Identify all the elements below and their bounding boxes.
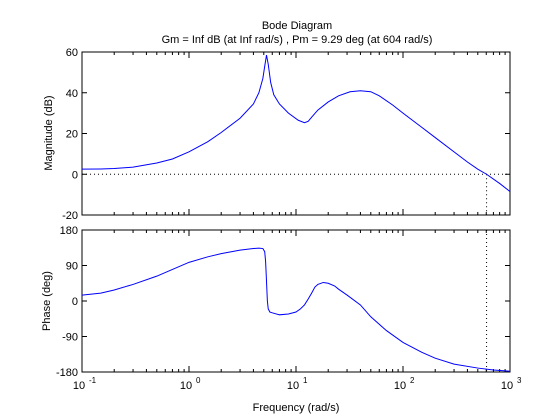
- frequency-xlabel: Frequency (rad/s): [253, 402, 340, 414]
- figure-title: Bode Diagram: [262, 20, 332, 32]
- magnitude-axes: -20 0 20 40 60 Magnitude (dB): [43, 47, 511, 222]
- phase-x-tick-exponent: 2: [410, 376, 415, 385]
- phase-y-tick-label: 90: [66, 261, 78, 273]
- phase-ylabel: Phase (deg): [41, 271, 53, 331]
- magnitude-y-tick-label: 40: [66, 88, 78, 100]
- phase-x-tick-label: 10: [180, 380, 192, 392]
- phase-x-tick-exponent: 3: [517, 376, 522, 385]
- phase-y-tick-label: -180: [56, 367, 78, 379]
- phase-y-tick-label: 180: [60, 225, 78, 237]
- phase-x-tick-label: 10: [73, 380, 85, 392]
- phase-x-tick-label: 10: [287, 380, 299, 392]
- phase-x-tick-exponent: 0: [196, 376, 201, 385]
- phase-y-tick-label: -90: [62, 332, 78, 344]
- phase-series-line: [81, 247, 511, 372]
- magnitude-ticks: -20 0 20 40 60: [62, 47, 511, 222]
- magnitude-plot-area: [81, 51, 511, 216]
- phase-plot-area: [81, 229, 511, 373]
- phase-axes: 10 -1 10 0 10 1 10 2 10 3 -180 -90 0 90 180 Phase (deg…: [41, 225, 522, 392]
- figure-subtitle: Gm = Inf dB (at Inf rad/s) , Pm = 9.29 d…: [162, 34, 433, 46]
- phase-x-tick-label: 10: [394, 380, 406, 392]
- phase-x-tick-exponent: -1: [89, 376, 97, 385]
- magnitude-y-tick-label: -20: [62, 210, 78, 222]
- magnitude-series-line: [81, 54, 511, 192]
- magnitude-ylabel: Magnitude (dB): [43, 95, 55, 170]
- phase-x-tick-exponent: 1: [303, 376, 308, 385]
- phase-x-tick-label: 10: [501, 380, 513, 392]
- phase-y-tick-label: 0: [72, 296, 78, 308]
- magnitude-y-tick-label: 0: [72, 169, 78, 181]
- magnitude-y-tick-label: 20: [66, 129, 78, 141]
- magnitude-y-tick-label: 60: [66, 47, 78, 59]
